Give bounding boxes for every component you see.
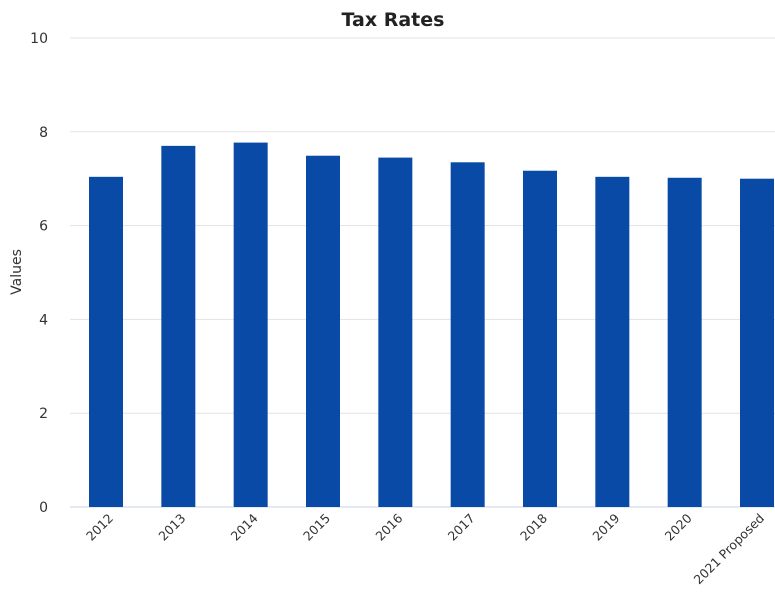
y-tick-labels: 0 2 4 6 8 10: [30, 31, 48, 516]
bar-2019: [595, 176, 630, 507]
x-tick-label: 2013: [155, 511, 188, 544]
y-axis-label: Values: [9, 249, 25, 295]
bar-2020: [667, 177, 702, 507]
x-tick-label: 2012: [83, 511, 116, 544]
y-tick-label: 10: [30, 31, 48, 47]
bar-2021-proposed: [740, 178, 774, 507]
y-tick-label: 6: [39, 219, 48, 235]
y-tick-label: 2: [39, 406, 48, 422]
bar-2016: [378, 157, 413, 507]
x-tick-label: 2021 Proposed: [691, 511, 768, 588]
x-tick-label: 2015: [300, 511, 333, 544]
bars: [89, 142, 774, 508]
x-tick-label: 2019: [589, 510, 622, 543]
x-tick-label: 2017: [445, 511, 478, 544]
y-tick-label: 0: [39, 500, 48, 516]
x-tick-label: 2016: [372, 510, 405, 543]
x-tick-label: 2014: [228, 510, 261, 543]
y-tick-label: 4: [39, 312, 48, 328]
y-tick-label: 8: [39, 125, 48, 141]
bar-2014: [233, 142, 268, 507]
x-tick-labels: 2012 2013 2014 2015 2016 2017 2018 2019 20202021…: [83, 510, 767, 587]
bar-2013: [161, 145, 196, 507]
bar-2017: [450, 162, 485, 507]
chart-title: Tax Rates: [342, 9, 445, 31]
bar-2012: [89, 176, 123, 507]
x-tick-label: 2018: [517, 510, 550, 543]
bar-2018: [523, 170, 557, 508]
x-tick-label: 2020: [662, 510, 695, 543]
bar-2015: [306, 155, 340, 507]
